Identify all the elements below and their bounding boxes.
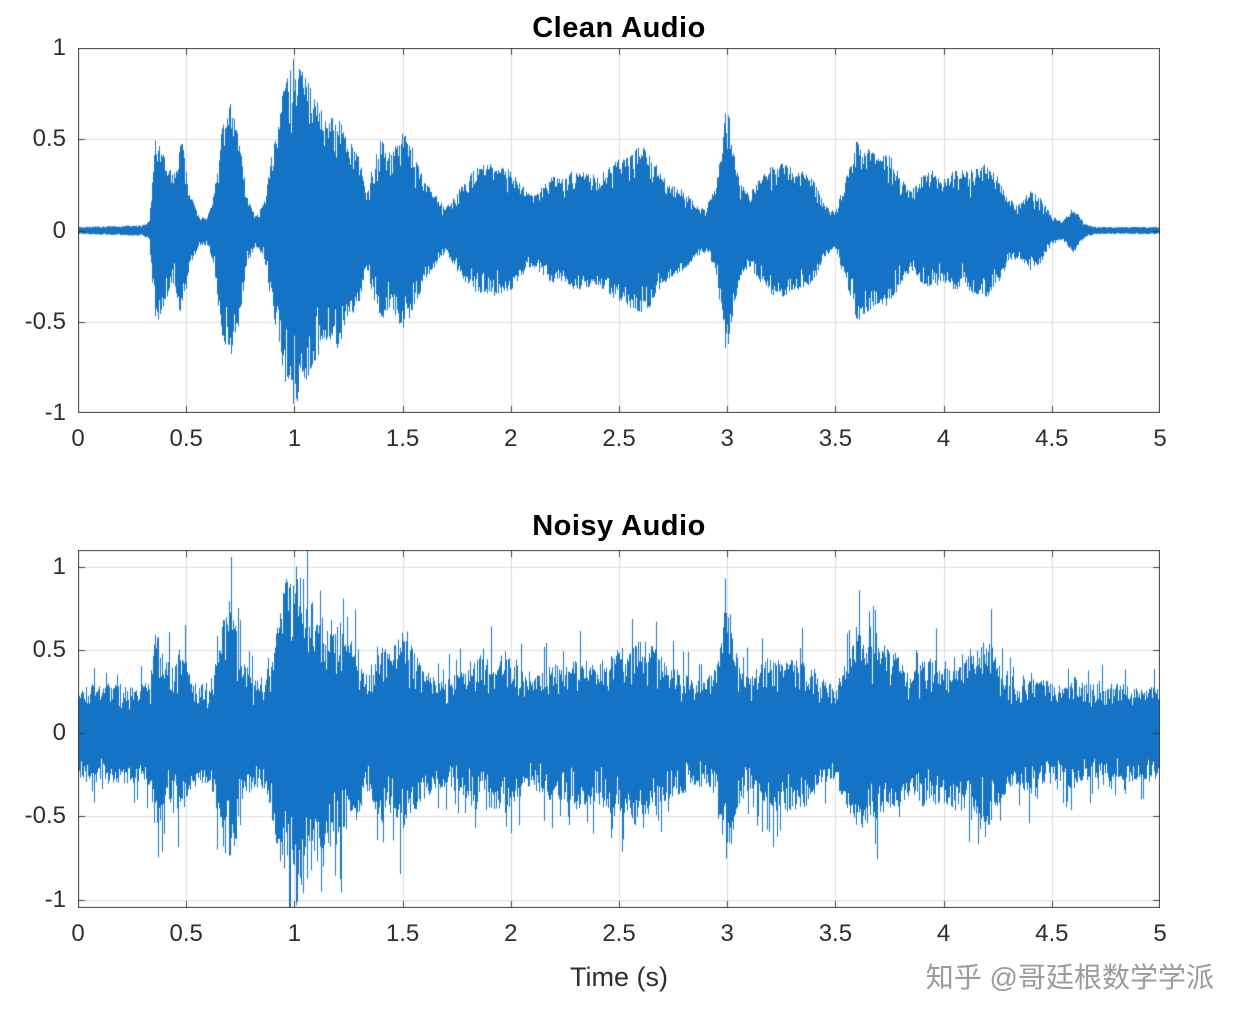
x-axis-label: Time (s) bbox=[570, 962, 668, 992]
x-tick-label: 0.5 bbox=[169, 425, 203, 452]
x-tick-label: 0 bbox=[71, 425, 85, 452]
x-tick-label: 1 bbox=[287, 920, 302, 947]
x-tick-label: 2.5 bbox=[602, 920, 636, 947]
y-tick-label: 0 bbox=[52, 216, 66, 244]
x-tick-label: 5 bbox=[1153, 425, 1167, 452]
x-tick-label: 4 bbox=[936, 920, 951, 947]
x-tick-label: 3 bbox=[720, 425, 734, 452]
y-tick-label: 0.5 bbox=[32, 125, 66, 153]
x-tick-label: 3.5 bbox=[818, 920, 853, 947]
y-tick-label: 0 bbox=[52, 719, 66, 747]
x-tick-label: 2 bbox=[504, 425, 518, 452]
clean-audio-waveform-plot bbox=[78, 48, 1160, 413]
noisy-audio-waveform-plot bbox=[78, 550, 1160, 908]
x-tick-label: 4.5 bbox=[1035, 425, 1069, 452]
watermark: 知乎 @哥廷根数学学派 bbox=[925, 962, 1214, 993]
y-tick-label: -1 bbox=[44, 399, 66, 426]
x-tick-label: 2 bbox=[504, 920, 518, 947]
plot-title-noisy: Noisy Audio bbox=[532, 510, 706, 542]
x-tick-label: 5 bbox=[1153, 920, 1167, 947]
y-tick-label: 1 bbox=[52, 34, 66, 61]
x-tick-label: 2.5 bbox=[602, 425, 636, 452]
y-tick-label: 0.5 bbox=[32, 635, 66, 663]
x-tick-label: 4 bbox=[936, 425, 951, 452]
x-tick-label: 0 bbox=[71, 920, 85, 947]
plot-title-clean: Clean Audio bbox=[532, 12, 706, 44]
x-tick-label: 1 bbox=[287, 425, 302, 452]
y-tick-label: -0.5 bbox=[24, 802, 66, 830]
y-tick-label: -0.5 bbox=[24, 307, 66, 335]
y-tick-label: 1 bbox=[52, 552, 66, 580]
x-tick-label: 1.5 bbox=[385, 425, 420, 452]
x-tick-label: 3.5 bbox=[818, 425, 853, 452]
x-tick-label: 1.5 bbox=[385, 920, 420, 947]
x-tick-label: 3 bbox=[720, 920, 734, 947]
x-tick-label: 4.5 bbox=[1035, 920, 1069, 947]
x-tick-label: 0.5 bbox=[169, 920, 203, 947]
y-tick-label: -1 bbox=[44, 885, 66, 913]
